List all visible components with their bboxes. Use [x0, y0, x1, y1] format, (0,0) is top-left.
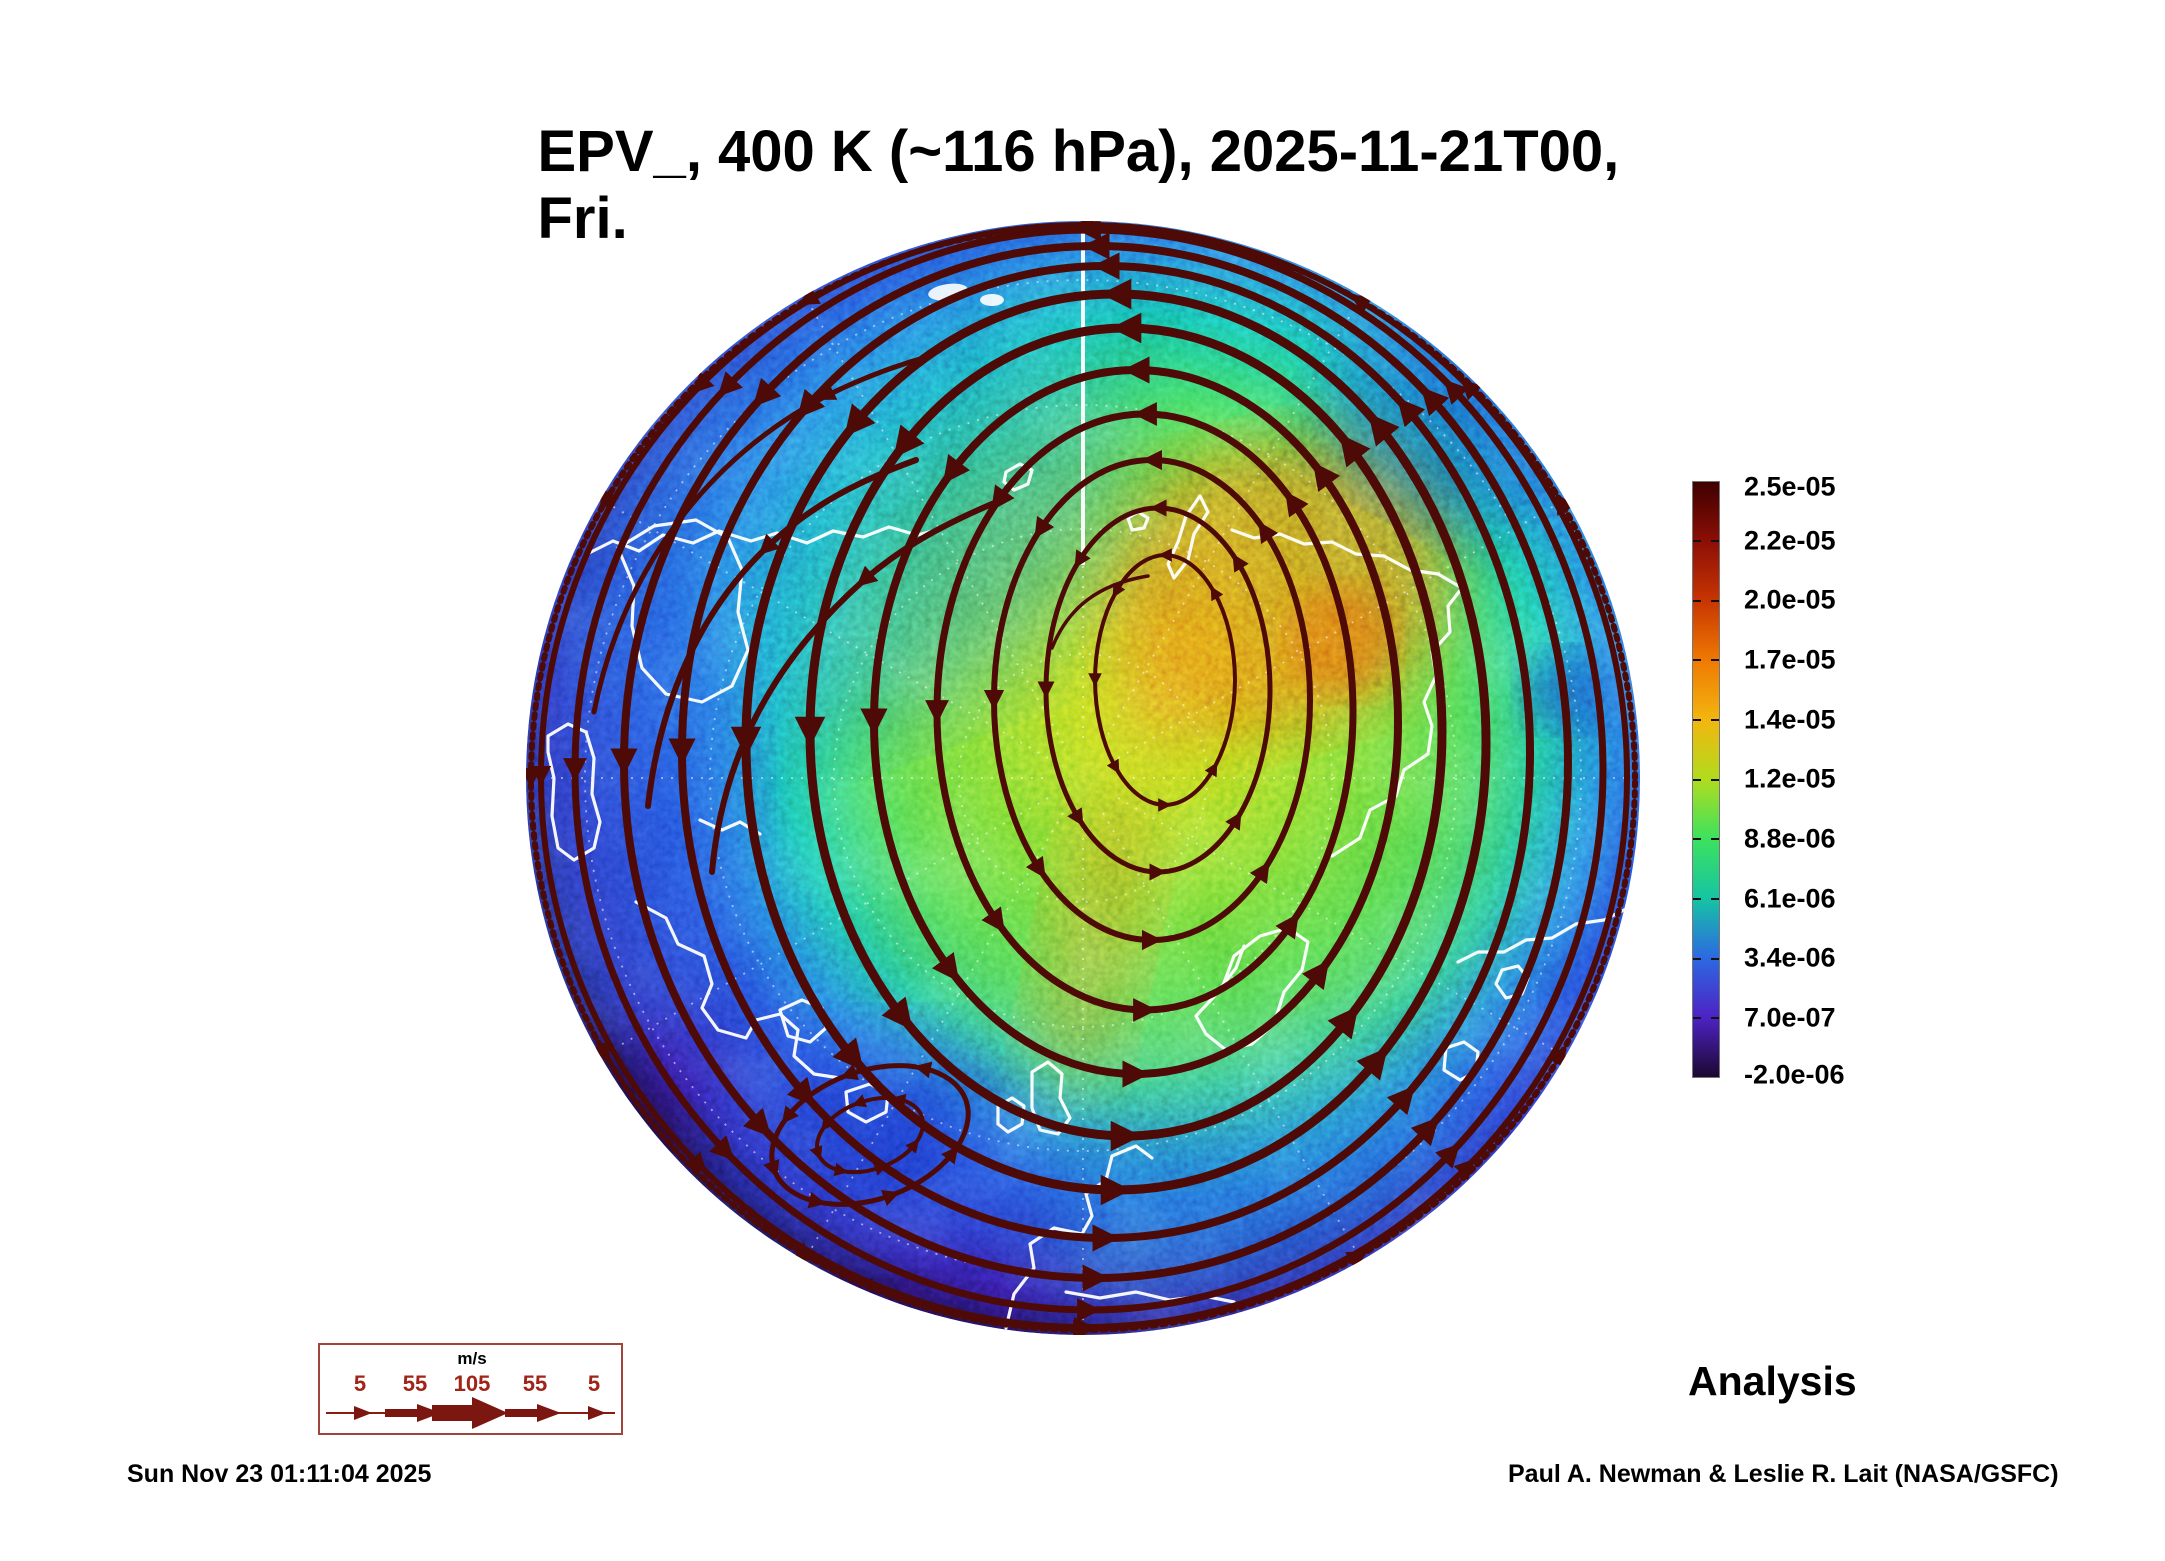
colorbar-tick-label: 1.4e-05 [1744, 704, 1836, 735]
streamlines [526, 221, 1638, 1335]
plot-title: EPV_, 400 K (~116 hPa), 2025-11-21T00, F… [537, 119, 1620, 251]
wind-legend-value: 55 [522, 1371, 548, 1396]
wind-legend-value: 5 [587, 1371, 601, 1396]
colorbar-tick-label: 2.0e-05 [1744, 584, 1836, 615]
generated-timestamp: Sun Nov 23 01:11:04 2025 [127, 1460, 432, 1488]
colorbar: 2.5e-05 2.2e-05 2.0e-05 1.7e-05 1.4e-05 … [1692, 472, 1952, 1090]
colorbar-tick-label: 2.5e-05 [1744, 471, 1836, 502]
wind-legend-value: 5 [353, 1371, 367, 1396]
colorbar-tick-label: 2.2e-05 [1744, 525, 1836, 556]
colorbar-tick-label: 8.8e-06 [1744, 823, 1836, 854]
rim-streamline [526, 221, 1638, 1335]
colorbar-tick-label: 6.1e-06 [1744, 883, 1836, 914]
credit-line: Paul A. Newman & Leslie R. Lait (NASA/GS… [1508, 1460, 2059, 1488]
analysis-label: Analysis [1688, 1358, 1857, 1404]
wind-legend-value: 105 [453, 1371, 491, 1396]
wind-legend-units-label: m/s [457, 1349, 487, 1368]
wind-legend-arrows [326, 1397, 615, 1429]
colorbar-tick-label: -2.0e-06 [1744, 1059, 1845, 1090]
wind-legend-value: 55 [402, 1371, 428, 1396]
colorbar-tick-label: 1.2e-05 [1744, 763, 1836, 794]
colorbar-gradient [1692, 481, 1720, 1078]
wind-speed-legend: m/s 5 55 105 55 5 [318, 1343, 623, 1435]
colorbar-tick-label: 1.7e-05 [1744, 644, 1836, 675]
epv-color-field [526, 221, 1640, 1335]
colorbar-tick-label: 3.4e-06 [1744, 942, 1836, 973]
colorbar-tick-label: 7.0e-07 [1744, 1002, 1836, 1033]
